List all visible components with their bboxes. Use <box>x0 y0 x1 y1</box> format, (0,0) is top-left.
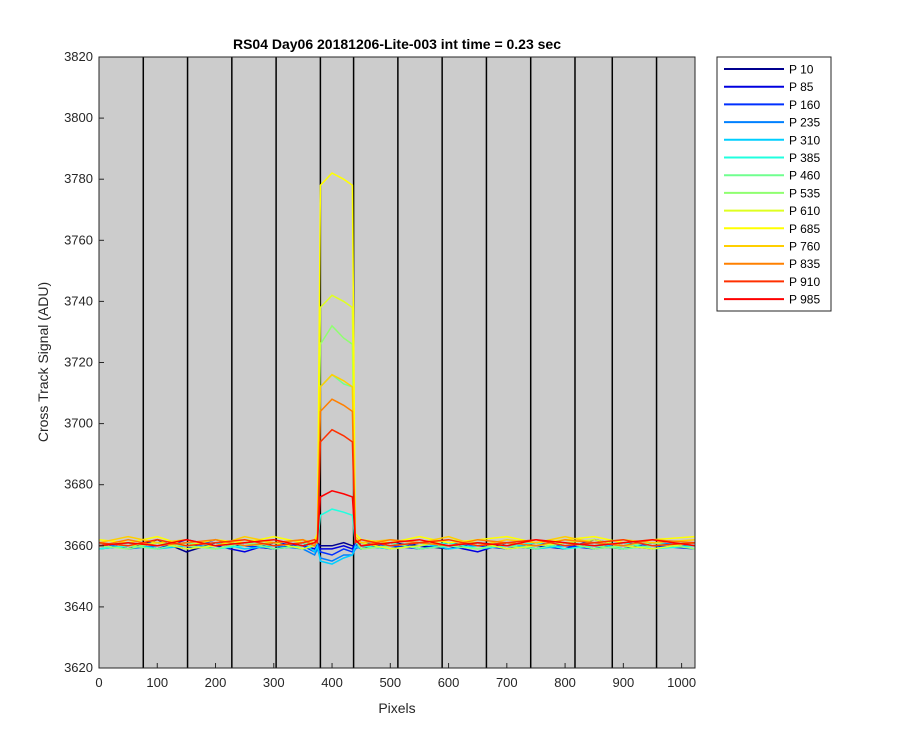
x-axis-title: Pixels <box>378 700 415 716</box>
legend-label: P 460 <box>789 169 820 183</box>
series-line-p-385 <box>98 508 696 550</box>
legend-label: P 535 <box>789 186 820 200</box>
y-tick-label: 3760 <box>64 232 93 247</box>
series-line-p-760 <box>98 373 696 547</box>
legend-label: P 685 <box>789 222 820 236</box>
y-tick-label: 3700 <box>64 416 93 431</box>
x-tick-label: 500 <box>379 675 401 690</box>
y-tick-label: 3720 <box>64 355 93 370</box>
series-layer <box>98 172 696 565</box>
y-tick-label: 3660 <box>64 538 93 553</box>
legend-label: P 910 <box>789 275 820 289</box>
x-tick-label: 300 <box>263 675 285 690</box>
x-tick-label: 600 <box>438 675 460 690</box>
legend-label: P 85 <box>789 80 814 94</box>
y-tick-label: 3740 <box>64 293 93 308</box>
legend-label: P 760 <box>789 240 820 254</box>
legend: P 10 P 85 P 160 P 235 P 310 P 385 P 460 P 535 P … <box>716 56 832 312</box>
y-tick-label: 3800 <box>64 110 93 125</box>
y-tick-label: 3620 <box>64 660 93 675</box>
y-axis-title: Cross Track Signal (ADU) <box>35 282 51 442</box>
legend-label: P 160 <box>789 98 820 112</box>
legend-label: P 985 <box>789 293 820 307</box>
y-tick-label: 3640 <box>64 599 93 614</box>
plot-area <box>99 57 695 668</box>
legend-label: P 385 <box>789 151 820 165</box>
x-tick-label: 900 <box>612 675 634 690</box>
series-line-p-985 <box>98 490 696 547</box>
legend-label: P 235 <box>789 116 820 130</box>
legend-label: P 310 <box>789 133 820 147</box>
x-tick-label: 700 <box>496 675 518 690</box>
y-tick-label: 3780 <box>64 171 93 186</box>
y-tick-label: 3820 <box>64 49 93 64</box>
legend-label: P 10 <box>789 63 814 77</box>
y-tick-label: 3680 <box>64 477 93 492</box>
y-axis: 3620 3640 3660 3680 3700 3720 3740 3760 3780 3800… <box>64 49 104 675</box>
x-tick-label: 100 <box>146 675 168 690</box>
chart-title: RS04 Day06 20181206-Lite-003 int time = … <box>233 36 561 52</box>
x-tick-label: 0 <box>95 675 102 690</box>
x-tick-label: 1000 <box>667 675 696 690</box>
x-axis: 0 100 200 300 400 500 600 700 800 900 1000 <box>95 663 696 690</box>
series-line-p-910 <box>98 428 696 547</box>
x-tick-label: 400 <box>321 675 343 690</box>
legend-label: P 610 <box>789 204 820 218</box>
x-tick-label: 200 <box>205 675 227 690</box>
legend-label: P 835 <box>789 257 820 271</box>
legend-box <box>716 56 832 312</box>
x-tick-label: 800 <box>554 675 576 690</box>
series-line-p-685 <box>98 172 696 547</box>
